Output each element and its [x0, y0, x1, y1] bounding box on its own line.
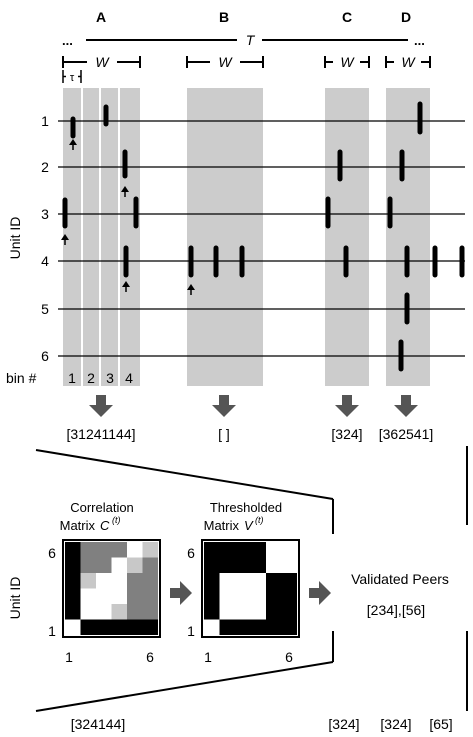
bin-number-1: 1 [68, 370, 76, 386]
sequence-b: [ ] [218, 426, 230, 442]
unit-id-5: 5 [41, 301, 49, 317]
right-arrow-1 [170, 581, 192, 605]
validated-peers-value: [234],[56] [367, 602, 425, 618]
window-width-label-b: W [218, 54, 233, 70]
thresholded-title: Thresholded Matrix V (t) [204, 500, 283, 533]
correlation-title: Correlation Matrix C (t) [60, 500, 134, 533]
unit-id-3: 3 [41, 206, 49, 222]
bin-number-2: 2 [87, 370, 95, 386]
unit-id-2: 2 [41, 159, 49, 175]
ellipsis-left: ... [62, 33, 73, 48]
correlation-matrix [62, 539, 161, 638]
thresholded-matrix [201, 539, 300, 638]
thresholded-x-max: 6 [285, 649, 293, 665]
thresholded-x-min: 1 [204, 649, 212, 665]
spikes [62, 101, 465, 372]
bin-width-label: τ [70, 72, 75, 84]
bin-dividers [81, 88, 120, 386]
down-arrow-b [212, 395, 236, 417]
window-width-label-c: W [340, 54, 355, 70]
window-width-label-d: W [401, 54, 416, 70]
ellipsis-right: ... [414, 33, 425, 48]
thresholded-y-max: 6 [187, 545, 195, 561]
bottom-sequence-left: [324144] [71, 716, 126, 732]
thresholded-title-line1: Thresholded [210, 500, 282, 515]
first-spike-arrows [61, 139, 195, 295]
thresholded-superscript: (t) [255, 515, 264, 525]
window-letter-d: D [401, 9, 411, 25]
sequence-d: [362541] [379, 426, 434, 442]
bin-numbers: 1 2 3 4 [68, 370, 133, 386]
unit-id-ticks: 1 2 3 4 5 6 [41, 113, 49, 364]
window-width-brackets [62, 56, 431, 68]
window-a [63, 88, 140, 386]
bottom-sequence-right-2: [324] [380, 716, 411, 732]
down-arrow-a [89, 395, 113, 417]
sequence-a: [31241144] [66, 426, 135, 442]
thresholded-title-line2: Matrix [204, 518, 240, 533]
unit-id-6: 6 [41, 348, 49, 364]
down-arrow-c [335, 395, 359, 417]
bin-row-label: bin # [6, 370, 37, 386]
unit-id-1: 1 [41, 113, 49, 129]
period-bar: ... T ... [62, 32, 425, 48]
thresholded-symbol: V [244, 518, 254, 533]
right-arrow-2 [309, 581, 331, 605]
down-arrow-d [394, 395, 418, 417]
bin-number-3: 3 [106, 370, 114, 386]
raster-y-axis-label: Unit ID [7, 217, 23, 260]
window-d [386, 88, 430, 386]
correlation-y-min: 1 [48, 623, 56, 639]
window-letter-a: A [96, 9, 106, 25]
thresholded-y-min: 1 [187, 623, 195, 639]
period-label: T [246, 32, 256, 48]
correlation-symbol: C [100, 518, 110, 533]
window-c [325, 88, 369, 386]
sequence-c: [324] [331, 426, 362, 442]
matrix-y-axis-label: Unit ID [7, 577, 23, 620]
correlation-x-min: 1 [65, 649, 73, 665]
window-letter-c: C [342, 9, 352, 25]
unit-id-4: 4 [41, 253, 49, 269]
window-letter-b: B [219, 9, 229, 25]
bin-number-4: 4 [125, 370, 133, 386]
window-width-label-a: W [95, 54, 110, 70]
correlation-superscript: (t) [112, 515, 121, 525]
window-shading [63, 88, 430, 386]
correlation-title-line1: Correlation [70, 500, 134, 515]
down-arrows [89, 395, 418, 417]
bottom-sequence-right-1: [324] [328, 716, 359, 732]
thresholded-axis-labels: 6 1 1 6 [187, 545, 293, 665]
correlation-title-line2: Matrix [60, 518, 96, 533]
validated-peers-label: Validated Peers [351, 571, 449, 587]
window-sequences: [31241144] [ ] [324] [362541] [66, 426, 433, 442]
window-letters: A B C D [96, 9, 411, 25]
bin-width-bracket [62, 70, 82, 83]
window-b [187, 88, 263, 386]
correlation-x-max: 6 [146, 649, 154, 665]
correlation-axis-labels: 6 1 1 6 [48, 545, 154, 665]
zoom-lines [35, 446, 468, 712]
bottom-sequence-right-3: [65] [429, 716, 452, 732]
correlation-y-max: 6 [48, 545, 56, 561]
